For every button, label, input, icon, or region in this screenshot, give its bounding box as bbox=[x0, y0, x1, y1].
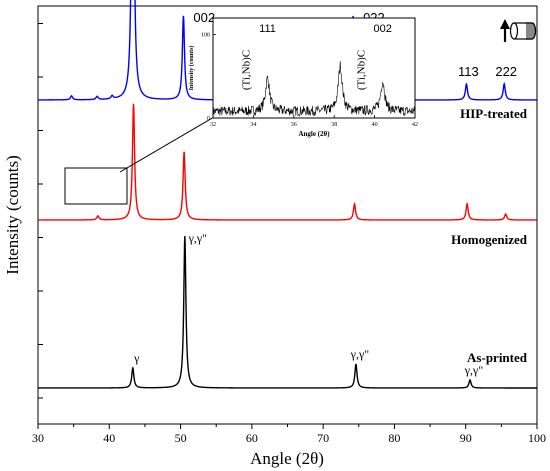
x-axis-ticks: 30 40 50 60 70 80 90 100 bbox=[32, 23, 546, 445]
x-tick-label: 60 bbox=[246, 431, 258, 445]
series-line bbox=[38, 103, 537, 221]
peak-label: γ bbox=[133, 351, 140, 365]
inset-phase-label: (Ti,Nb)C bbox=[356, 50, 368, 90]
series-names: HIP-treated Homogenized As-printed bbox=[451, 106, 528, 365]
inset-x-tick-label: 42 bbox=[412, 122, 418, 128]
inset-x-label: Angle (2θ) bbox=[298, 130, 330, 138]
peak-label: γ,γ" bbox=[464, 363, 484, 377]
build-direction-icon bbox=[500, 19, 537, 42]
peak-label: γ,γ" bbox=[188, 231, 208, 245]
x-tick-label: 80 bbox=[388, 431, 400, 445]
inset-series bbox=[212, 61, 415, 117]
x-tick-label: 50 bbox=[175, 431, 187, 445]
y-axis-label: Intensity (counts) bbox=[3, 155, 22, 274]
inset-x-tick-label: 40 bbox=[372, 122, 378, 128]
x-tick-label: 90 bbox=[460, 431, 472, 445]
peak-label: 113 bbox=[458, 64, 479, 79]
inset-peak-label: 002 bbox=[374, 23, 392, 35]
peak-label: 222 bbox=[495, 64, 517, 79]
series-line bbox=[38, 235, 537, 389]
inset-y-tick-label: 0 bbox=[207, 116, 210, 122]
peak-label: 002 bbox=[193, 10, 215, 25]
series-name-label: HIP-treated bbox=[460, 106, 528, 121]
x-tick-label: 30 bbox=[32, 431, 44, 445]
zoom-region-box bbox=[64, 167, 128, 205]
inset-ticks: 32 34 36 38 40 42 0 100 bbox=[201, 33, 418, 128]
inset-x-tick-label: 34 bbox=[250, 122, 256, 128]
inset-x-tick-label: 38 bbox=[331, 122, 337, 128]
series-name-label: Homogenized bbox=[451, 232, 528, 247]
inset-y-tick-label: 100 bbox=[201, 33, 210, 39]
inset-frame bbox=[212, 17, 416, 119]
series-name-label: As-printed bbox=[467, 350, 528, 365]
inset-y-label: Intensity (counts) bbox=[188, 46, 195, 91]
inset-phase-label: (Ti,Nb)C bbox=[241, 50, 253, 90]
inset-x-tick-label: 32 bbox=[210, 122, 216, 128]
x-axis-label: Angle (2θ) bbox=[250, 449, 324, 468]
inset-x-tick-label: 36 bbox=[291, 122, 297, 128]
x-tick-label: 100 bbox=[528, 431, 546, 445]
inset-peak-labels: 111 (Ti,Nb)C 002 (Ti,Nb)C bbox=[241, 23, 392, 90]
x-tick-label: 70 bbox=[317, 431, 329, 445]
peak-labels: 111002022113222γγ,γ"γ,γ"γ,γ" bbox=[133, 10, 517, 377]
x-tick-label: 40 bbox=[103, 431, 115, 445]
peak-label: γ,γ" bbox=[350, 347, 370, 361]
inset-peak-label: 111 bbox=[259, 23, 276, 35]
